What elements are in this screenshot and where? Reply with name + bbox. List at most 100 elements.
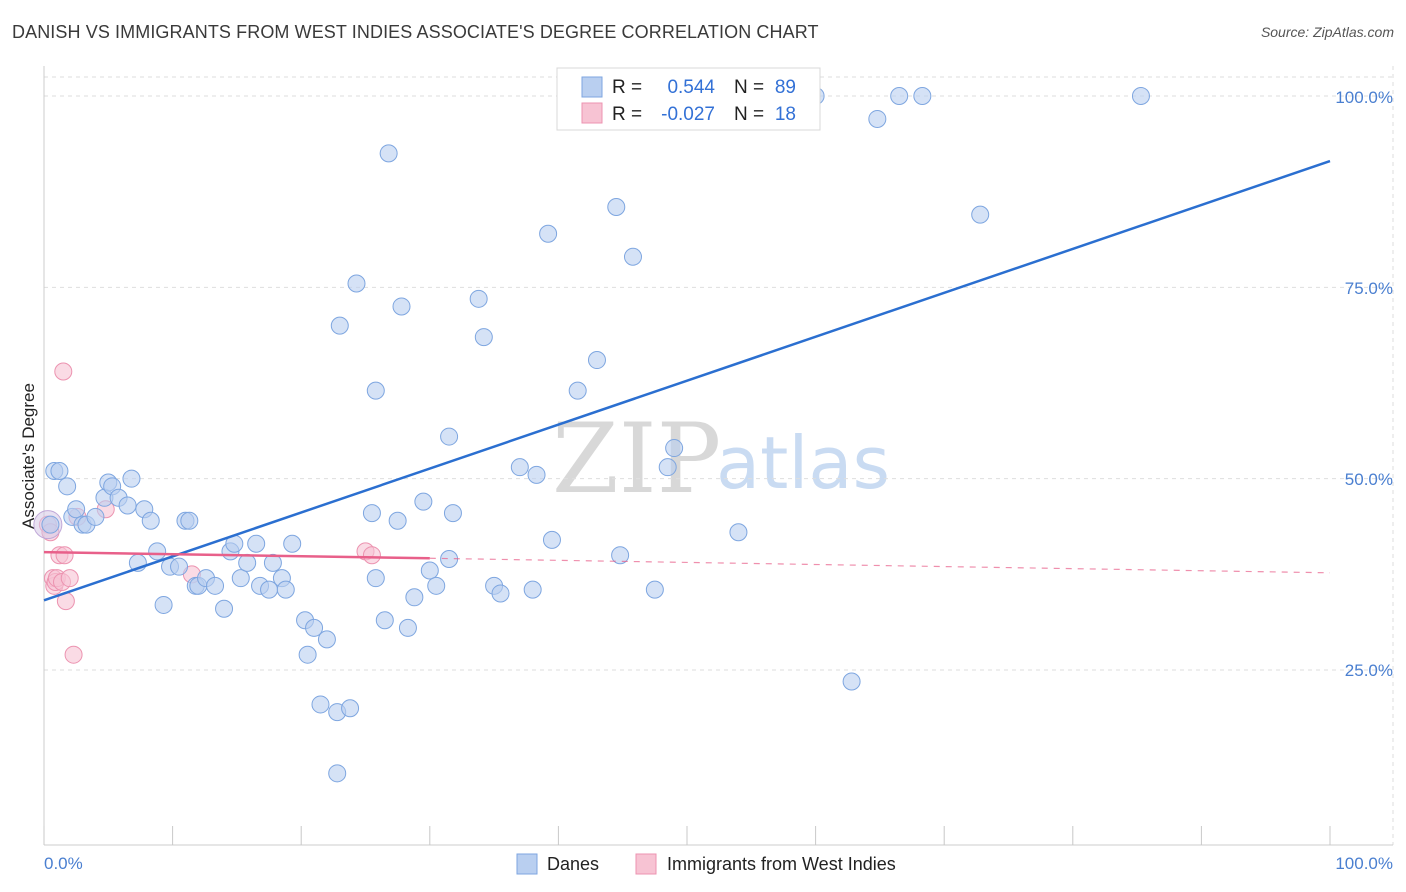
danes-point-5 xyxy=(67,500,86,519)
bottom-legend-swatch-danes xyxy=(516,853,538,875)
x-tick-0: 0.0% xyxy=(44,854,83,873)
danes-point-78 xyxy=(623,247,642,266)
danes-point-31 xyxy=(231,569,250,588)
danes-point-8 xyxy=(86,507,105,526)
danes-point-69 xyxy=(510,458,529,477)
danes-point-43 xyxy=(317,630,336,649)
danes-point-53 xyxy=(375,611,394,630)
danes-point-80 xyxy=(658,458,677,477)
danes-point-68 xyxy=(491,584,510,603)
danes-point-13 xyxy=(118,496,137,515)
danes-point-14 xyxy=(122,469,141,488)
danes-trend-line xyxy=(43,159,1331,602)
y-tick-50: 50.0% xyxy=(1345,470,1393,489)
west-indies-point-11 xyxy=(60,569,79,588)
danes-point-3 xyxy=(58,477,77,496)
series-west-indies-points xyxy=(33,362,381,664)
legend-n-value-2: 18 xyxy=(775,104,796,125)
west-indies-point-17 xyxy=(362,546,381,565)
danes-point-75 xyxy=(587,351,606,370)
danes-point-74 xyxy=(568,381,587,400)
danes-point-58 xyxy=(405,588,424,607)
danes-point-27 xyxy=(206,576,225,595)
danes-point-44 xyxy=(311,695,330,714)
danes-point-79 xyxy=(645,580,664,599)
danes-point-73 xyxy=(542,530,561,549)
watermark: ZIP atlas xyxy=(552,403,890,515)
legend-swatch-west-indies xyxy=(581,102,603,124)
danes-point-47 xyxy=(341,699,360,718)
danes-point-49 xyxy=(330,316,349,335)
source-label: Source: ZipAtlas.com xyxy=(1260,24,1394,40)
danes-point-19 xyxy=(154,595,173,614)
danes-point-89 xyxy=(1131,87,1150,105)
danes-point-28 xyxy=(215,599,234,618)
y-tick-75: 75.0% xyxy=(1345,279,1393,298)
danes-point-48 xyxy=(347,274,366,293)
danes-point-72 xyxy=(539,224,558,243)
legend-n-label-2: N = xyxy=(734,104,764,125)
danes-point-84 xyxy=(842,672,861,691)
danes-point-32 xyxy=(238,553,257,572)
danes-point-76 xyxy=(607,197,626,216)
y-tick-100: 100.0% xyxy=(1335,88,1393,107)
watermark-atlas: atlas xyxy=(716,421,890,505)
danes-point-70 xyxy=(527,465,546,484)
danes-point-38 xyxy=(276,580,295,599)
bottom-legend-swatch-west-indies xyxy=(635,853,657,875)
x-tick-100: 100.0% xyxy=(1335,854,1393,873)
danes-point-0 xyxy=(41,515,60,534)
axes xyxy=(43,66,1393,846)
danes-point-52 xyxy=(366,381,385,400)
danes-point-41 xyxy=(298,645,317,664)
legend-r-value-2: -0.027 xyxy=(661,104,715,125)
danes-point-17 xyxy=(141,511,160,530)
west-indies-point-8 xyxy=(54,362,73,381)
danes-point-36 xyxy=(263,553,282,572)
danes-point-59 xyxy=(414,492,433,511)
chart-title: DANISH VS IMMIGRANTS FROM WEST INDIES AS… xyxy=(12,22,819,42)
danes-point-61 xyxy=(427,576,446,595)
danes-point-82 xyxy=(729,523,748,542)
series-danes-points xyxy=(41,87,1150,783)
danes-point-57 xyxy=(398,618,417,637)
danes-point-87 xyxy=(913,87,932,105)
danes-point-33 xyxy=(247,534,266,553)
legend-n-label-1: N = xyxy=(734,77,764,98)
danes-point-54 xyxy=(379,144,398,163)
legend-r-value-1: 0.544 xyxy=(667,77,715,98)
legend-n-value-1: 89 xyxy=(775,77,796,98)
danes-point-66 xyxy=(474,328,493,347)
danes-point-60 xyxy=(420,561,439,580)
danes-point-50 xyxy=(362,504,381,523)
danes-point-64 xyxy=(440,427,459,446)
danes-point-39 xyxy=(283,534,302,553)
y-axis-label: Associate's Degree xyxy=(19,383,38,529)
danes-point-46 xyxy=(328,764,347,783)
legend-swatch-danes xyxy=(581,76,603,98)
danes-point-2 xyxy=(50,462,69,481)
trend-lines xyxy=(43,159,1331,602)
danes-point-88 xyxy=(971,205,990,224)
danes-point-21 xyxy=(170,557,189,576)
west-indies-trend-line xyxy=(43,550,430,560)
danes-point-55 xyxy=(388,511,407,530)
correlation-legend: R = 0.544 N = 89 R = -0.027 N = 18 xyxy=(556,67,821,131)
bottom-legend-danes: Danes xyxy=(547,854,599,874)
danes-point-71 xyxy=(523,580,542,599)
danes-point-85 xyxy=(868,109,887,128)
legend-r-label-1: R = xyxy=(612,77,642,98)
y-tick-25: 25.0% xyxy=(1345,661,1393,680)
west-indies-point-12 xyxy=(64,645,83,664)
danes-point-56 xyxy=(392,297,411,316)
bottom-legend-west-indies: Immigrants from West Indies xyxy=(667,854,896,874)
west-indies-point-9 xyxy=(55,546,74,565)
watermark-zip: ZIP xyxy=(552,403,721,515)
legend-r-label-2: R = xyxy=(612,104,642,125)
danes-point-86 xyxy=(890,87,909,105)
danes-point-51 xyxy=(366,569,385,588)
danes-point-81 xyxy=(665,439,684,458)
west-indies-trend-extension xyxy=(429,557,1331,574)
danes-point-77 xyxy=(611,546,630,565)
